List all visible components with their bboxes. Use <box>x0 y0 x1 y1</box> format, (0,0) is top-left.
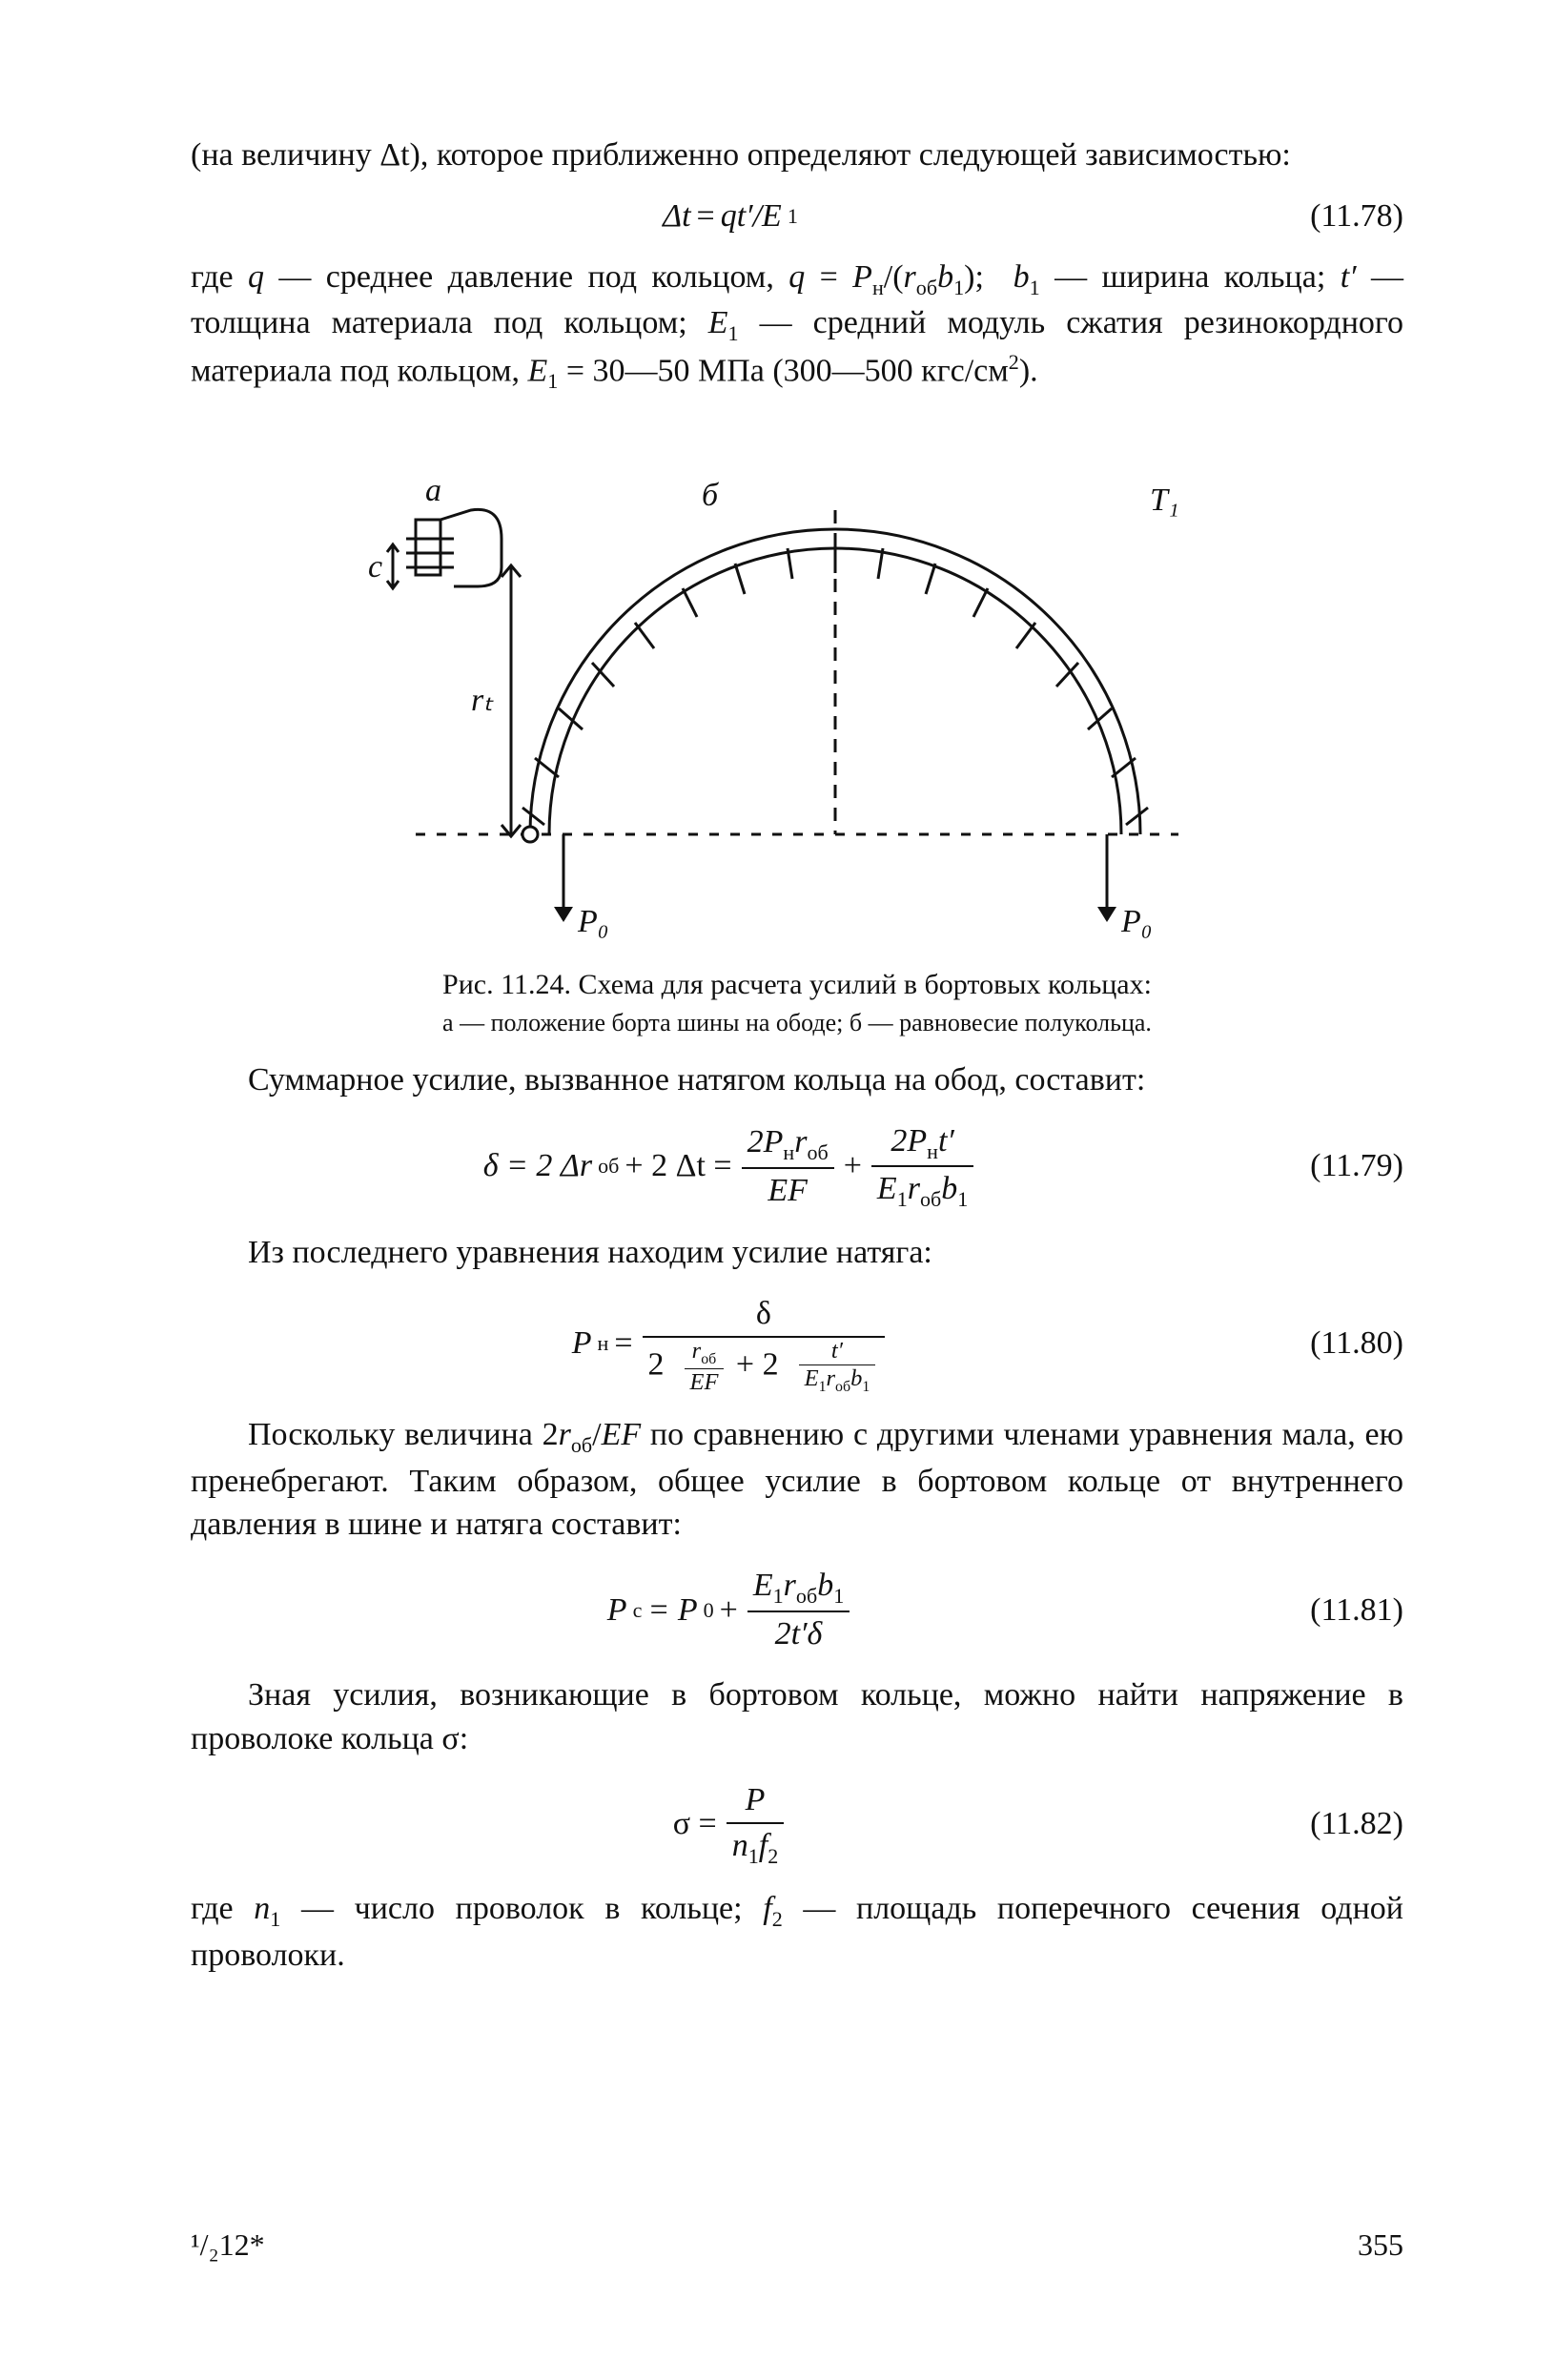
equation-11-79: δ = 2 Δrоб + 2 Δt = 2Pнrоб EF + 2Pнt′ E1… <box>191 1119 1403 1214</box>
paragraph-4: Из последнего уравнения находим усилие н… <box>191 1231 1403 1275</box>
eq79-number: (11.79) <box>1270 1144 1403 1188</box>
paragraph-1: (на величину Δt), которое приближенно оп… <box>191 133 1403 177</box>
equation-11-78: Δt = qt′/E1 (11.78) <box>191 195 1403 238</box>
paragraph-6: Зная усилия, возникающие в бортовом коль… <box>191 1673 1403 1761</box>
svg-text:P₀: P₀ <box>577 904 609 939</box>
figure-11-24: а б T₁ c rₜ P₀ P₀ Рис. 11.24. Схема для … <box>191 453 1403 1039</box>
eq82-number: (11.82) <box>1270 1802 1403 1846</box>
figure-svg: а б T₁ c rₜ P₀ P₀ <box>358 453 1236 949</box>
paragraph-3: Суммарное усилие, вызванное натягом коль… <box>191 1058 1403 1102</box>
footer-right: 355 <box>1358 2225 1403 2266</box>
svg-text:б: б <box>702 478 720 513</box>
eq78-rhs: qt′/E <box>721 195 782 238</box>
equation-11-81: Pc = P0 + E1rобb1 2t′δ (11.81) <box>191 1564 1403 1656</box>
footer-left: ¹/₂12* <box>191 2225 265 2266</box>
eq81-number: (11.81) <box>1270 1589 1403 1632</box>
paragraph-5: Поскольку величина 2rоб/EF по сравнению … <box>191 1413 1403 1547</box>
svg-text:а: а <box>425 473 441 508</box>
page-footer: ¹/₂12* 355 <box>191 2225 1403 2266</box>
eq78-number: (11.78) <box>1270 195 1403 238</box>
figure-caption-1: Рис. 11.24. Схема для расчета усилий в б… <box>191 966 1403 1003</box>
equation-11-82: σ = P n1f2 (11.82) <box>191 1778 1403 1871</box>
svg-text:c: c <box>368 549 382 585</box>
svg-text:rₜ: rₜ <box>471 683 494 718</box>
paragraph-2: где q — среднее давление под кольцом, q … <box>191 256 1403 396</box>
eq78-lhs: Δt <box>663 195 690 238</box>
figure-caption-2: а — положение борта шины на ободе; б — р… <box>191 1007 1403 1039</box>
paragraph-7: где n1 — число проволок в кольце; f2 — п… <box>191 1887 1403 1978</box>
svg-text:P₀: P₀ <box>1120 904 1153 939</box>
eq80-number: (11.80) <box>1270 1322 1403 1365</box>
svg-text:T₁: T₁ <box>1150 482 1179 518</box>
equation-11-80: Pн = δ 2 rоб EF + 2 t′ E1rобb1 <box>191 1292 1403 1396</box>
